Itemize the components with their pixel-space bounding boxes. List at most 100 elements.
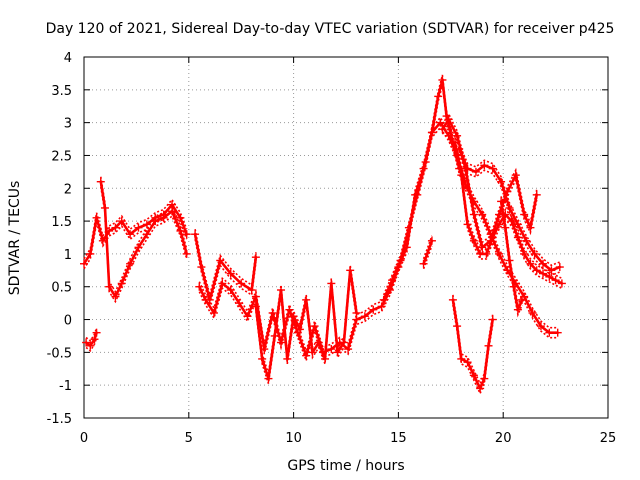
data-point xyxy=(191,230,200,239)
series-trace xyxy=(84,331,98,348)
data-point xyxy=(448,295,457,304)
data-point xyxy=(427,236,436,245)
data-point xyxy=(463,220,472,229)
data-point xyxy=(209,308,218,317)
x-tick-label: 10 xyxy=(285,431,302,446)
data-point xyxy=(321,354,330,363)
y-tick-label: 0.5 xyxy=(51,281,72,296)
data-point xyxy=(314,338,323,347)
series-trace-spread xyxy=(452,304,494,396)
data-point xyxy=(461,164,470,173)
series-2 xyxy=(96,176,191,304)
series-trace-spread xyxy=(500,196,523,308)
series-trace-spread xyxy=(255,275,358,384)
y-tick-label: 1.5 xyxy=(51,215,72,230)
data-point xyxy=(486,236,495,245)
data-point xyxy=(545,328,554,337)
data-point xyxy=(482,249,491,258)
data-point xyxy=(471,167,480,176)
data-point xyxy=(243,312,252,321)
data-point xyxy=(264,374,273,383)
data-point xyxy=(142,230,151,239)
series-trace xyxy=(422,239,434,266)
y-tick-labels: -1.5 -1 -0.5 0 0.5 1 1.5 2 2.5 3 3.5 4 xyxy=(47,51,72,427)
data-point xyxy=(488,315,497,324)
axis-ticks xyxy=(83,56,609,419)
data-point xyxy=(360,312,369,321)
series-trace-spread xyxy=(85,327,98,342)
data-point xyxy=(333,348,342,357)
series-trace-spread xyxy=(441,122,538,254)
data-point xyxy=(388,276,397,285)
data-point xyxy=(530,249,539,258)
series-trace-spread xyxy=(458,143,561,267)
series-trace-spread xyxy=(452,294,494,386)
data-point xyxy=(547,266,556,275)
data-point xyxy=(117,279,126,288)
data-point xyxy=(268,308,277,317)
series-6 xyxy=(251,265,361,384)
data-point xyxy=(247,286,256,295)
series-trace-spread xyxy=(83,208,188,270)
series-8 xyxy=(450,137,566,290)
data-point xyxy=(379,295,388,304)
data-point xyxy=(100,203,109,212)
data-point xyxy=(352,308,361,317)
data-point xyxy=(507,217,516,226)
data-point xyxy=(503,187,512,196)
x-axis-label: GPS time / hours xyxy=(287,458,404,474)
series-trace xyxy=(193,232,258,302)
chart-title: Day 120 of 2021, Sidereal Day-to-day VTE… xyxy=(46,21,615,37)
series-trace-spread xyxy=(85,337,98,352)
data-point xyxy=(176,226,185,235)
data-point xyxy=(176,213,185,222)
data-point xyxy=(369,305,378,314)
data-point xyxy=(159,213,168,222)
x-tick-label: 25 xyxy=(600,431,617,446)
data-point xyxy=(509,282,518,291)
data-point xyxy=(226,286,235,295)
data-point xyxy=(168,207,177,216)
data-point xyxy=(344,345,353,354)
data-point xyxy=(197,263,206,272)
data-point xyxy=(295,325,304,334)
data-point xyxy=(434,92,443,101)
data-point xyxy=(520,210,529,219)
data-point xyxy=(553,328,562,337)
data-point xyxy=(478,243,487,252)
data-point xyxy=(195,282,204,291)
data-point xyxy=(90,335,99,344)
data-point xyxy=(105,282,114,291)
data-point xyxy=(327,279,336,288)
data-point xyxy=(277,338,286,347)
y-tick-label: 0 xyxy=(64,314,72,329)
x-tick-label: 20 xyxy=(495,431,512,446)
series-trace-spread xyxy=(198,126,467,364)
data-point xyxy=(283,354,292,363)
data-point xyxy=(218,279,227,288)
series-trace-spread xyxy=(100,176,188,294)
y-tick-label: 2 xyxy=(64,182,72,197)
data-point xyxy=(488,164,497,173)
series-trace-spread xyxy=(454,137,563,280)
data-point xyxy=(302,351,311,360)
data-point xyxy=(536,322,545,331)
data-point xyxy=(545,272,554,281)
data-point xyxy=(117,217,126,226)
data-point xyxy=(86,341,95,350)
data-point xyxy=(513,220,522,229)
data-point xyxy=(396,256,405,265)
data-point xyxy=(80,259,88,268)
data-point xyxy=(111,223,120,232)
y-tick-label: -0.5 xyxy=(47,346,72,361)
data-point xyxy=(134,223,143,232)
data-point xyxy=(463,358,472,367)
data-point xyxy=(346,266,355,275)
series-1 xyxy=(80,198,191,270)
data-point xyxy=(438,75,447,84)
data-point xyxy=(522,236,531,245)
data-point xyxy=(511,171,520,180)
data-point xyxy=(111,292,120,301)
data-point xyxy=(480,161,489,170)
